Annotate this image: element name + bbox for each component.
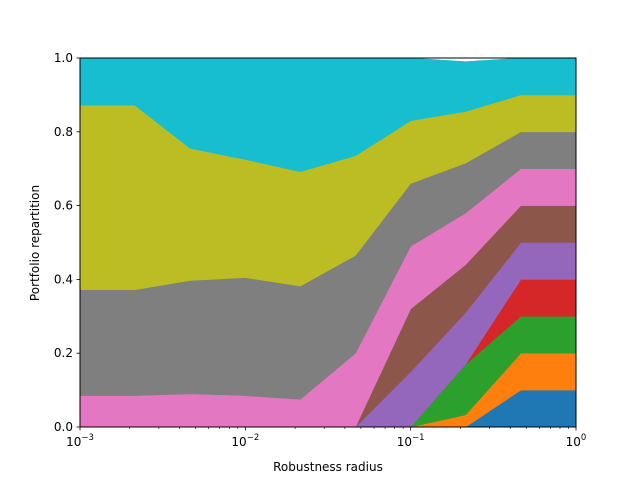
- axes: 0.0 0.2 0.4 0.6 0.8 1.0 10−3 10−2 10−1 100: [54, 51, 586, 449]
- x-axis-label: Robustness radius: [273, 460, 383, 474]
- y-axis-label: Portfolio repartition: [28, 185, 42, 301]
- y-tick-label: 0.4: [54, 272, 73, 286]
- y-tick-label: 1.0: [54, 51, 73, 65]
- axes-frame: [79, 57, 577, 428]
- y-tick-label: 0.6: [54, 199, 73, 213]
- plot-area: [79, 57, 577, 428]
- y-tick-label: 0.0: [54, 420, 73, 434]
- y-tick-label: 0.8: [54, 125, 73, 139]
- y-tick-label: 0.2: [54, 346, 73, 360]
- x-tick-label: 100: [566, 433, 587, 449]
- x-tick-label: 10−1: [397, 433, 425, 449]
- x-tick-label: 10−2: [231, 433, 259, 449]
- x-tick-label: 10−3: [66, 433, 94, 449]
